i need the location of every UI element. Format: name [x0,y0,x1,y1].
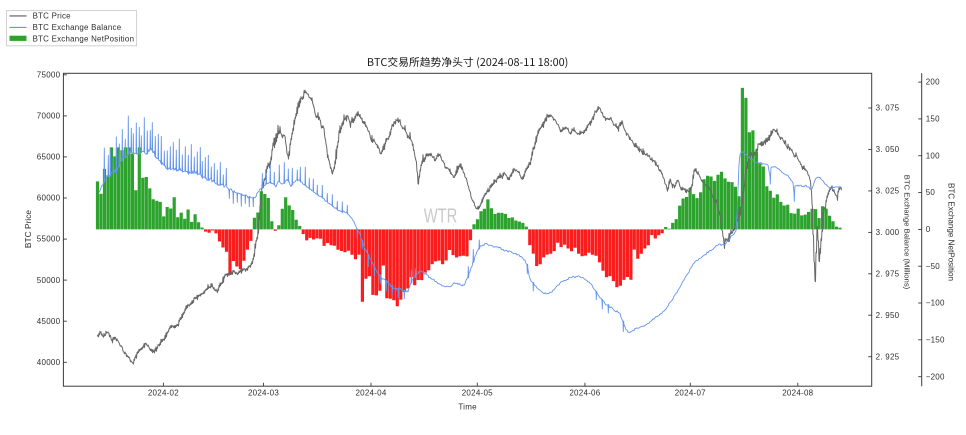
svg-text:2. 950: 2. 950 [876,311,900,320]
svg-text:50: 50 [926,188,936,197]
svg-text:2024-05: 2024-05 [462,388,493,397]
svg-text:65000: 65000 [37,153,61,162]
svg-text:0: 0 [926,225,931,234]
svg-text:3. 050: 3. 050 [876,145,900,154]
svg-text:−200: −200 [926,372,945,381]
svg-text:40000: 40000 [37,358,61,367]
svg-text:70000: 70000 [37,112,61,121]
svg-text:3. 000: 3. 000 [876,228,900,237]
svg-text:3. 075: 3. 075 [876,104,900,113]
svg-text:BTC Price: BTC Price [33,12,72,21]
svg-text:2024-07: 2024-07 [675,388,706,397]
svg-text:2. 925: 2. 925 [876,352,900,361]
svg-text:60000: 60000 [37,194,61,203]
svg-text:3. 025: 3. 025 [876,187,900,196]
svg-text:BTC Exchange NetPosition: BTC Exchange NetPosition [33,35,135,44]
svg-text:WTR: WTR [424,204,458,227]
svg-text:Time: Time [458,403,477,412]
svg-text:2. 975: 2. 975 [876,269,900,278]
svg-text:2024-08: 2024-08 [782,388,813,397]
svg-text:−150: −150 [926,335,945,344]
svg-text:BTC Price: BTC Price [23,210,33,249]
svg-text:200: 200 [926,78,940,87]
svg-text:100: 100 [926,151,940,160]
svg-text:BTC Exchange Balance (Millions: BTC Exchange Balance (Millions) [902,175,911,290]
svg-text:50000: 50000 [37,276,61,285]
svg-text:45000: 45000 [37,317,61,326]
svg-text:−100: −100 [926,299,945,308]
svg-text:2024-04: 2024-04 [355,388,386,397]
svg-text:2024-06: 2024-06 [569,388,600,397]
svg-text:55000: 55000 [37,235,61,244]
svg-text:BTC Exchange NetPosition: BTC Exchange NetPosition [947,183,956,281]
svg-text:2024-03: 2024-03 [248,388,279,397]
svg-text:2024-02: 2024-02 [148,388,179,397]
svg-text:75000: 75000 [37,70,61,79]
svg-text:−50: −50 [926,262,941,271]
svg-text:150: 150 [926,115,940,124]
svg-text:BTC Exchange Balance: BTC Exchange Balance [33,23,122,32]
